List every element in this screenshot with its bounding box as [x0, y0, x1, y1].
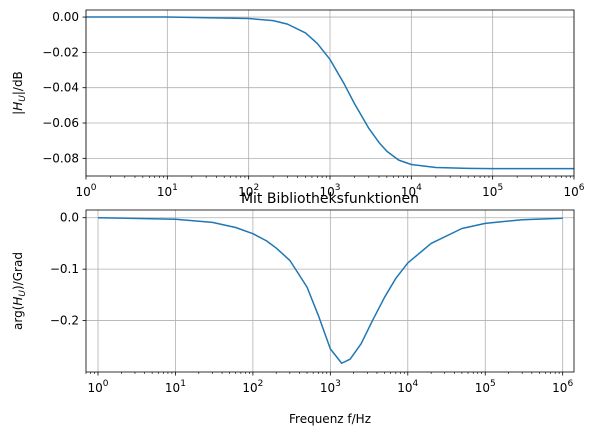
x-tick-label: 102: [242, 379, 263, 395]
phase-plot: 100 101 102 103 104 105 106 0.0 −0.1 −0.2 arg(HU)/…: [11, 191, 575, 426]
x-tick-label: 106: [563, 183, 584, 199]
y-tick-label: −0.2: [50, 314, 79, 328]
series-line: [86, 16, 574, 170]
y-axis-label: |HU|/dB: [11, 71, 28, 115]
y-tick-label: −0.06: [42, 116, 79, 130]
x-tick-label: 100: [87, 379, 108, 395]
y-tick-label: −0.04: [42, 81, 79, 95]
x-tick-label: 104: [401, 183, 422, 199]
x-tick-label: 106: [552, 379, 573, 395]
series-line: [97, 216, 563, 365]
y-tick-label: 0.00: [52, 10, 79, 24]
magnitude-plot: 100 101 102 103 104 105 106 0.00 −0.02 −0.04 −0.06…: [11, 9, 585, 199]
x-tick-label: 101: [157, 183, 178, 199]
x-tick-label: 101: [165, 379, 186, 395]
x-tick-label: 105: [482, 183, 503, 199]
x-tick-label: 104: [397, 379, 418, 395]
x-tick-label: 103: [319, 183, 340, 199]
y-tick-label: −0.02: [42, 45, 79, 59]
y-tick-label: −0.1: [50, 262, 79, 276]
x-tick-label: 105: [475, 379, 496, 395]
y-tick-label: −0.08: [42, 151, 79, 165]
x-axis-label: Frequenz f/Hz: [289, 412, 371, 426]
x-tick-label: 103: [320, 379, 341, 395]
chart-title: Mit Bibliotheksfunktionen: [241, 191, 419, 207]
x-tick-label: 102: [238, 183, 259, 199]
y-tick-label: 0.0: [60, 211, 79, 225]
x-tick-label: 100: [75, 183, 96, 199]
y-axis-label: arg(HU)/Grad: [11, 252, 28, 330]
